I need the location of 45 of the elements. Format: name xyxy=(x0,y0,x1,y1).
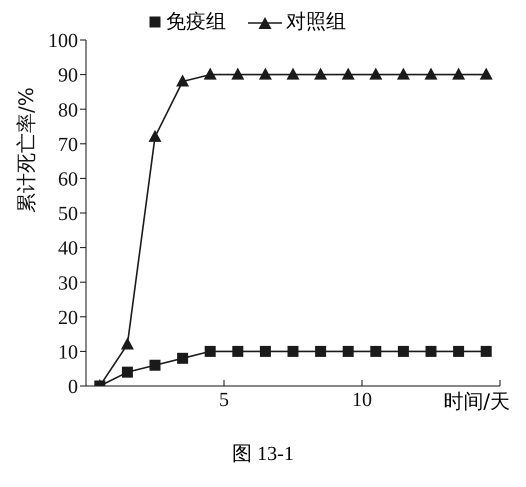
point xyxy=(426,346,436,357)
point xyxy=(150,360,160,371)
y-axis-title: 累计死亡率/% xyxy=(14,87,38,213)
y-tick-label: 90 xyxy=(58,64,78,87)
point xyxy=(148,130,162,142)
y-tick-label: 30 xyxy=(58,272,78,294)
point xyxy=(288,346,298,357)
y-tick-label: 80 xyxy=(58,99,78,122)
point xyxy=(480,68,493,80)
y-tick-label: 10 xyxy=(58,342,78,364)
y-tick-label: 100 xyxy=(48,30,78,52)
point xyxy=(177,352,188,364)
point xyxy=(204,68,217,80)
point xyxy=(120,337,134,350)
point xyxy=(315,346,326,357)
point xyxy=(231,68,244,80)
point xyxy=(452,68,466,80)
point xyxy=(314,68,328,80)
point xyxy=(342,346,354,357)
caption: 图 13-1 xyxy=(231,442,295,467)
x-axis-title: 时间/天 xyxy=(443,388,510,415)
point xyxy=(204,346,216,357)
y-tick-label: 20 xyxy=(58,306,78,329)
y-tick-label: 40 xyxy=(58,238,78,260)
y-tick-label: 50 xyxy=(58,203,78,226)
point xyxy=(480,346,492,357)
point xyxy=(396,68,410,80)
y-tick-label: 60 xyxy=(58,168,78,190)
point xyxy=(232,346,244,357)
legend-label: 对照组 xyxy=(285,8,346,35)
x-tick-label: 5 xyxy=(219,389,229,412)
point xyxy=(260,346,271,357)
point xyxy=(122,366,133,378)
point xyxy=(398,346,409,357)
legend-label: 免疫组 xyxy=(165,8,226,35)
point xyxy=(370,346,382,357)
point xyxy=(258,68,272,80)
point xyxy=(424,68,438,80)
point xyxy=(176,74,190,87)
y-tick-label: 0 xyxy=(68,376,78,398)
point xyxy=(342,68,355,80)
point xyxy=(286,68,300,80)
point xyxy=(369,68,382,80)
y-tick-label: 70 xyxy=(58,134,78,156)
point xyxy=(453,346,464,357)
